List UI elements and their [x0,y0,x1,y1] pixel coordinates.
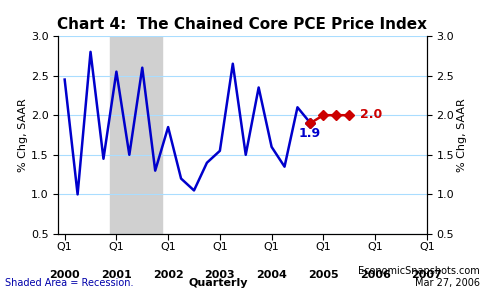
Text: 2.0: 2.0 [359,108,381,122]
Text: 2001: 2001 [101,270,132,280]
Text: 2006: 2006 [359,270,390,280]
Text: EconomicSnapshots.com
Mar 27, 2006: EconomicSnapshots.com Mar 27, 2006 [358,266,479,288]
Text: 2007: 2007 [410,270,441,280]
Bar [110,36,161,234]
Text: 2005: 2005 [307,270,338,280]
Text: 1.9: 1.9 [298,128,320,140]
Y-axis label: % Chg, SAAR: % Chg, SAAR [456,98,466,172]
Text: Quarterly: Quarterly [188,278,247,288]
Y-axis label: % Chg, SAAR: % Chg, SAAR [18,98,28,172]
Text: 2000: 2000 [49,270,80,280]
Text: Shaded Area = Recession.: Shaded Area = Recession. [5,278,133,288]
Text: 2003: 2003 [204,270,235,280]
Title: Chart 4:  The Chained Core PCE Price Index: Chart 4: The Chained Core PCE Price Inde… [58,17,426,32]
Text: 2004: 2004 [256,270,287,280]
Text: 2002: 2002 [152,270,183,280]
